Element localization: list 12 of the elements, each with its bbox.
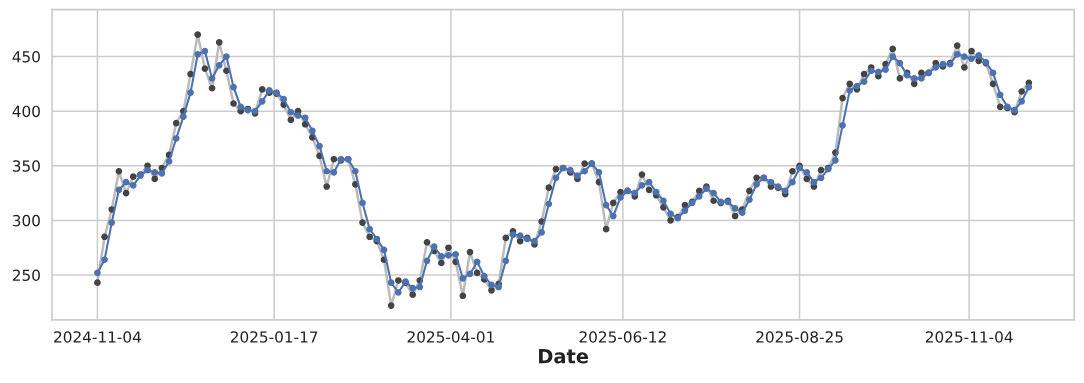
y-tick-label: 300 — [12, 214, 40, 227]
x-axis-title: Date — [539, 349, 589, 364]
x-tick-label: 2025-04-01 — [407, 331, 494, 343]
x-tick-label: 2025-06-12 — [579, 331, 666, 343]
y-tick-label: 350 — [12, 160, 40, 172]
x-tick-label: 2024-11-04 — [54, 331, 141, 343]
y-tick-label: 400 — [12, 105, 40, 118]
y-tick-label: 450 — [12, 51, 40, 63]
x-tick-label: 2025-08-25 — [756, 331, 843, 343]
x-tick-label: 2025-11-04 — [925, 331, 1013, 343]
x-tick-label: 2025-01-17 — [230, 331, 318, 343]
y-tick-label: 250 — [12, 269, 40, 282]
